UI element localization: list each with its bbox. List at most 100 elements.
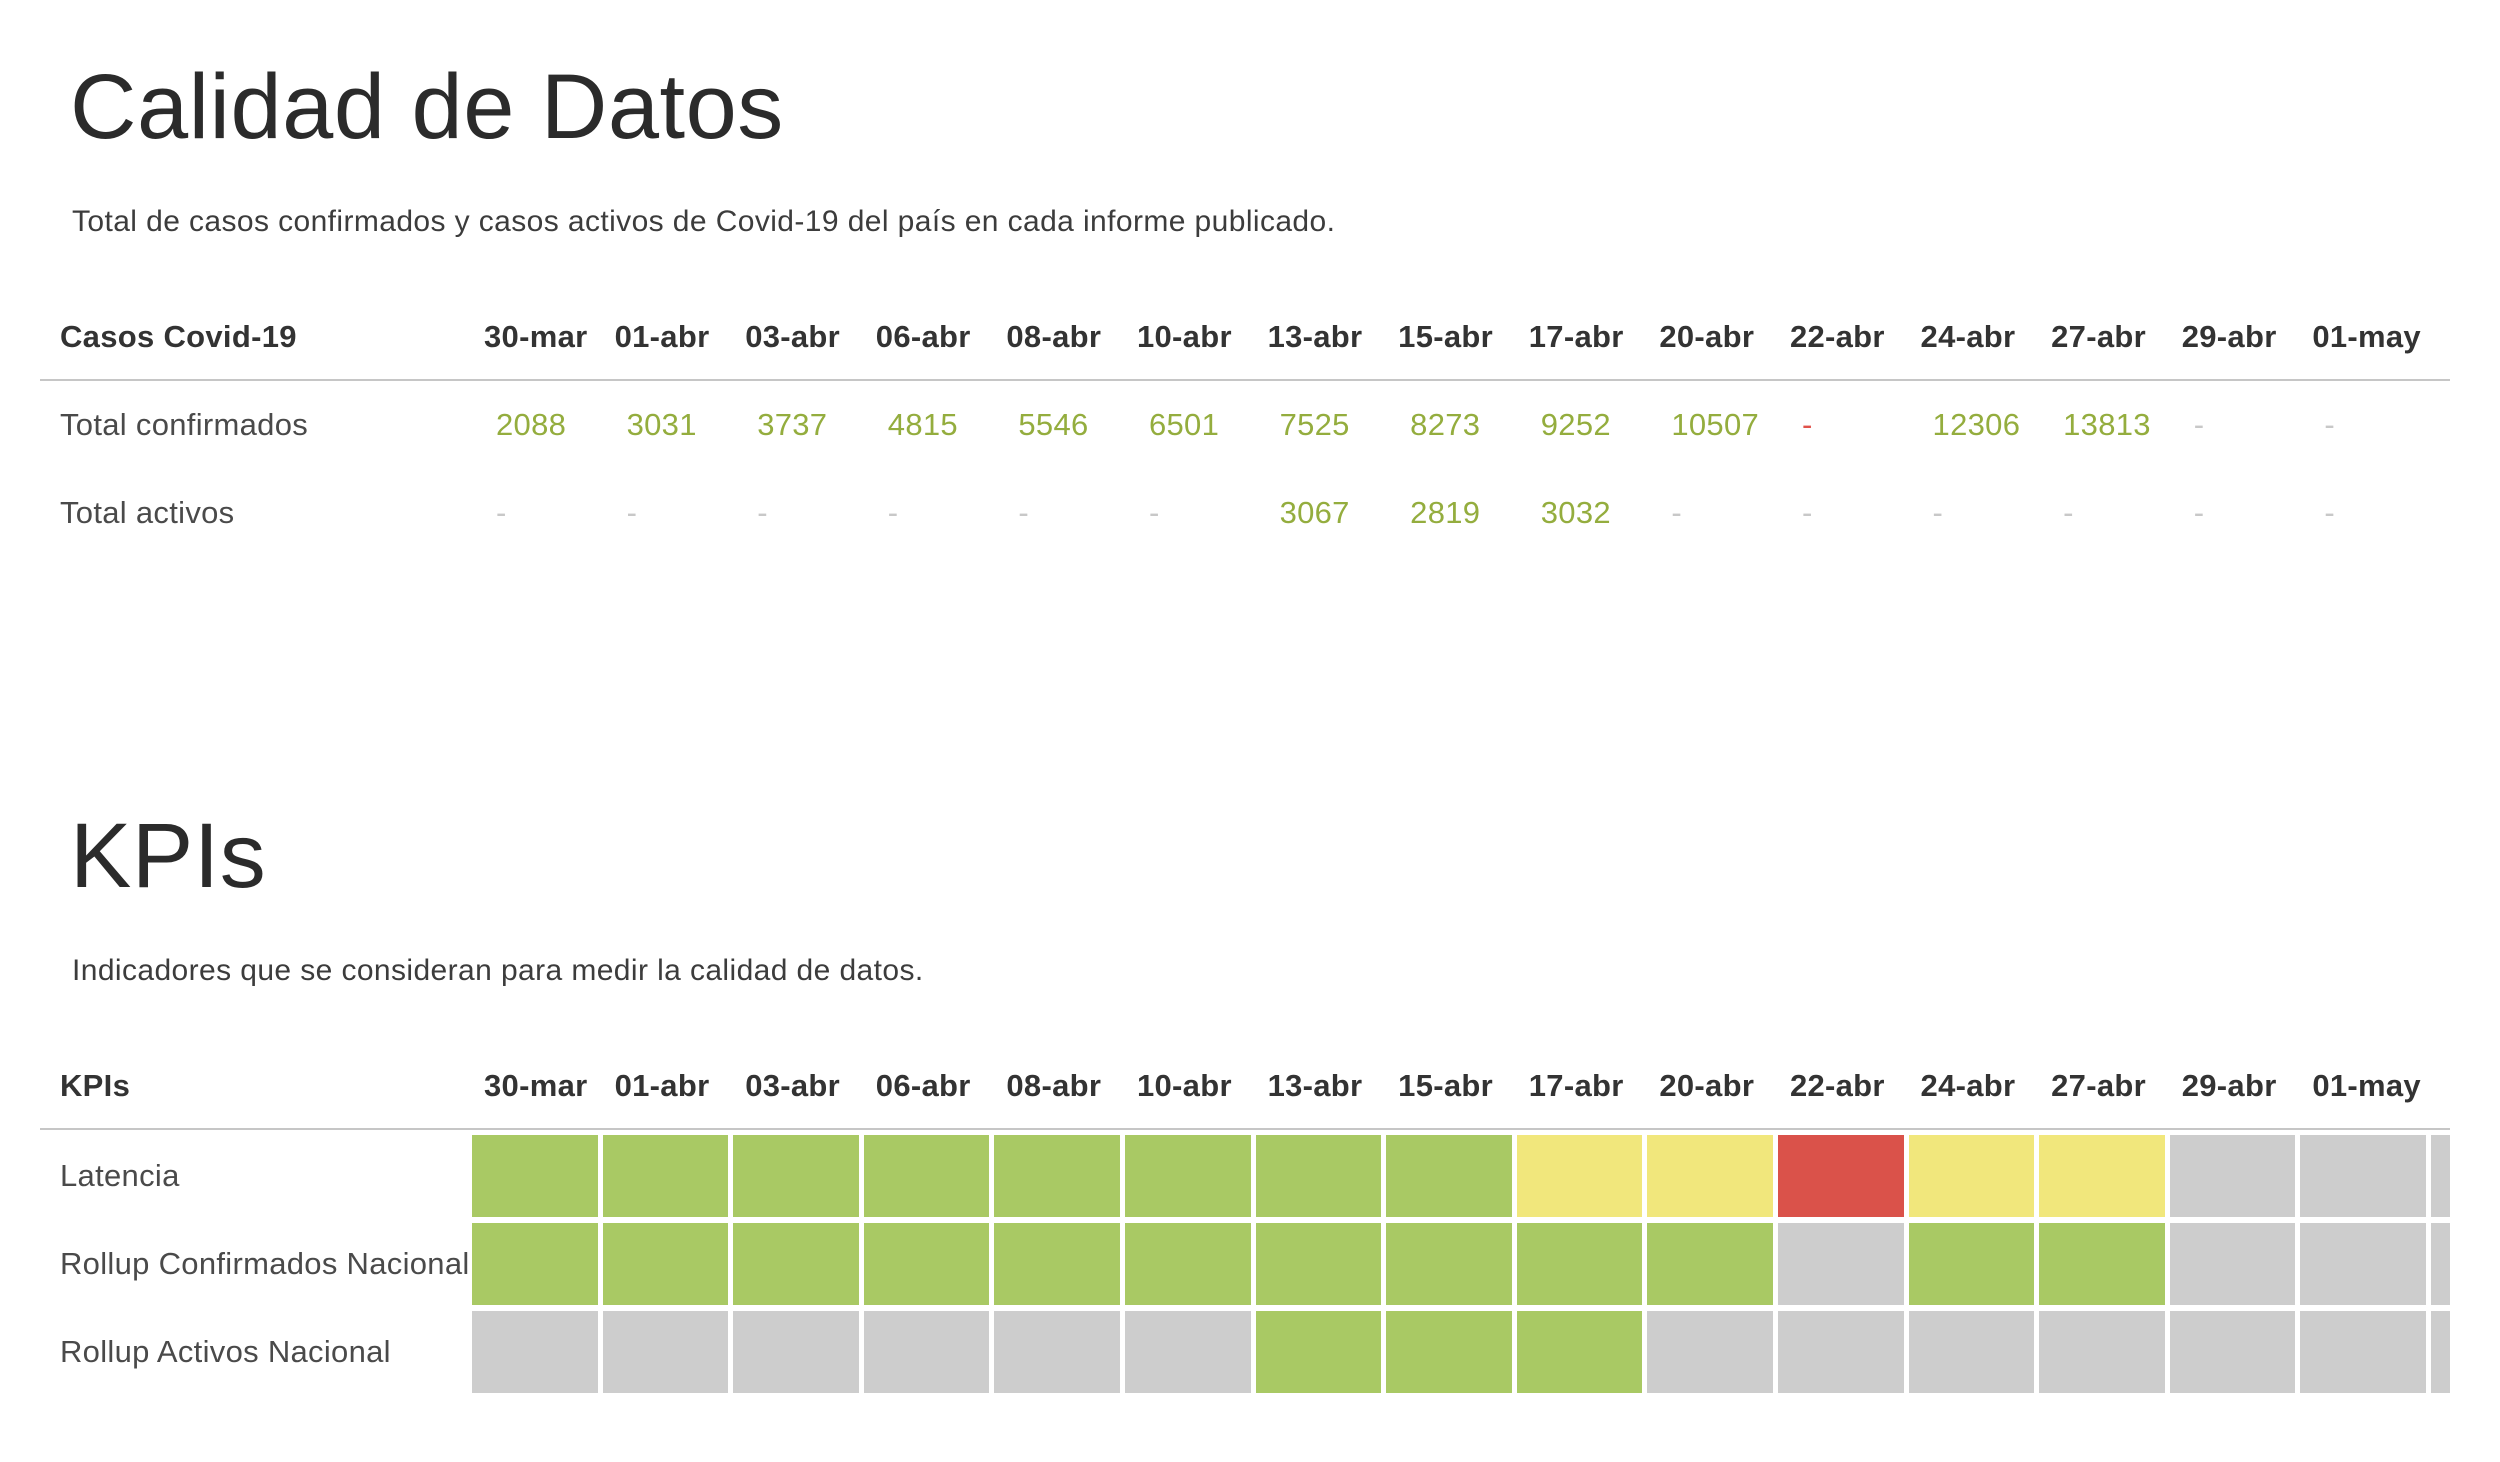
column-header-date: 24-abr bbox=[1920, 1068, 2016, 1104]
data-cell-na: - bbox=[1932, 495, 1944, 531]
kpi-status-cell-warn bbox=[1647, 1135, 1773, 1218]
kpi-row-label: Rollup Confirmados Nacional bbox=[60, 1246, 470, 1282]
row-label: Total activos bbox=[60, 495, 235, 531]
row-label: Total confirmados bbox=[60, 407, 309, 443]
kpi-status-cell-ok bbox=[1255, 1223, 1382, 1306]
data-cell-value: 12306 bbox=[1932, 407, 2021, 443]
column-header-date: 17-abr bbox=[1528, 319, 1624, 355]
kpi-status-cell-na bbox=[2169, 1135, 2296, 1218]
data-cell-na: - bbox=[757, 495, 768, 531]
column-header-date: 03-abr bbox=[745, 1068, 841, 1104]
kpi-status-cell-ok bbox=[1255, 1135, 1382, 1218]
data-cell-na: - bbox=[626, 495, 638, 531]
data-cell-value: 7525 bbox=[1279, 407, 1350, 443]
kpi-status-cell-na bbox=[2169, 1223, 2296, 1306]
section-calidad-de-datos: Calidad de Datos Total de casos confirma… bbox=[40, 56, 2450, 557]
kpi-status-cell-warn bbox=[1516, 1135, 1643, 1218]
kpi-status-cell-ok bbox=[1516, 1223, 1643, 1306]
kpi-status-cell-na bbox=[2039, 1311, 2165, 1394]
column-header-date: 30-mar bbox=[484, 1068, 588, 1104]
kpi-status-cell-ok bbox=[863, 1223, 990, 1306]
kpi-status-cell-na bbox=[2430, 1223, 2450, 1306]
column-header-date: 06-abr bbox=[875, 1068, 971, 1104]
kpi-status-cell-na bbox=[1777, 1223, 1904, 1306]
kpi-status-cell-na bbox=[472, 1311, 598, 1394]
casos-table-body: Total confirmados 2088 3031 3737 4815 5546 650… bbox=[40, 381, 2450, 557]
data-cell-value: 3031 bbox=[626, 407, 697, 443]
data-cell-value: 3067 bbox=[1279, 495, 1350, 531]
kpi-status-cell-na bbox=[2300, 1223, 2426, 1306]
kpi-table-corner-label: KPIs bbox=[60, 1068, 131, 1104]
data-cell-na: - bbox=[1801, 495, 1813, 531]
kpi-table-header: KPIs 30-mar 01-abr 03-abr 06-abr 08-abr 10-ab… bbox=[40, 1068, 2450, 1131]
column-header-date: 13-abr bbox=[1267, 1068, 1363, 1104]
column-header-date: 10-abr bbox=[1136, 1068, 1232, 1104]
kpi-status-cell-na bbox=[863, 1311, 990, 1394]
column-header-date: 08-abr bbox=[1006, 319, 1102, 355]
kpi-row-label: Latencia bbox=[60, 1158, 180, 1194]
data-cell-na: - bbox=[1671, 495, 1682, 531]
kpi-status-cell-na bbox=[994, 1311, 1120, 1394]
kpi-heatmap-grid: Latencia Rollup Confirmados Nacional Rollu… bbox=[40, 1135, 2450, 1394]
kpi-row-label: Rollup Activos Nacional bbox=[60, 1334, 391, 1370]
kpi-status-cell-ok bbox=[733, 1223, 859, 1306]
kpi-status-cell-ok bbox=[1908, 1223, 2035, 1306]
data-cell-value: 2088 bbox=[496, 407, 567, 443]
kpi-status-cell-ok bbox=[602, 1135, 729, 1218]
data-cell-na: - bbox=[887, 495, 899, 531]
kpi-status-cell-error bbox=[1777, 1135, 1904, 1218]
data-cell-value: 2819 bbox=[1410, 495, 1481, 531]
kpi-status-cell-ok bbox=[863, 1135, 990, 1218]
column-header-date: 22-abr bbox=[1789, 319, 1885, 355]
column-header-date: 20-abr bbox=[1659, 1068, 1755, 1104]
kpi-status-cell-ok bbox=[472, 1135, 598, 1218]
casos-table: Casos Covid-19 30-mar 01-abr 03-abr 06-abr 0… bbox=[40, 319, 2450, 557]
data-cell-na: - bbox=[2324, 495, 2335, 531]
column-header-date: 17-abr bbox=[1528, 1068, 1624, 1104]
kpi-status-cell-na bbox=[602, 1311, 729, 1394]
data-cell-na: - bbox=[2193, 495, 2205, 531]
column-header-date: 10-abr bbox=[1136, 319, 1232, 355]
kpi-status-cell-na bbox=[2430, 1135, 2450, 1218]
data-cell-na: - bbox=[2324, 407, 2335, 443]
column-header-date: 27-abr bbox=[2051, 1068, 2146, 1104]
data-cell-na: - bbox=[496, 495, 507, 531]
kpi-status-cell-ok bbox=[1516, 1311, 1643, 1394]
section-kpis: KPIs Indicadores que se consideran para … bbox=[40, 805, 2450, 1394]
data-cell-na: - bbox=[1148, 495, 1160, 531]
column-header-date: 01-abr bbox=[614, 1068, 710, 1104]
column-header-date: 01-may bbox=[2312, 1068, 2421, 1104]
data-cell-na: - bbox=[2063, 495, 2074, 531]
column-header-date: 20-abr bbox=[1659, 319, 1755, 355]
kpis-subtitle: Indicadores que se consideran para medir… bbox=[72, 954, 924, 988]
kpi-status-cell-na bbox=[1777, 1311, 1904, 1394]
kpi-status-cell-ok bbox=[602, 1223, 729, 1306]
column-header-date: 15-abr bbox=[1398, 319, 1494, 355]
kpi-status-cell-ok bbox=[2039, 1223, 2165, 1306]
column-header-date: 03-abr bbox=[745, 319, 841, 355]
kpi-status-cell-warn bbox=[2039, 1135, 2165, 1218]
kpi-status-cell-ok bbox=[994, 1223, 1120, 1306]
kpi-status-cell-ok bbox=[994, 1135, 1120, 1218]
data-cell-value: 5546 bbox=[1018, 407, 1089, 443]
column-header-date: 22-abr bbox=[1789, 1068, 1885, 1104]
kpi-status-cell-ok bbox=[1386, 1223, 1512, 1306]
kpi-status-cell-ok bbox=[1386, 1135, 1512, 1218]
data-cell-alert: - bbox=[1801, 407, 1813, 443]
column-header-date: 13-abr bbox=[1267, 319, 1363, 355]
table-row: Total confirmados 2088 3031 3737 4815 5546 650… bbox=[40, 381, 2450, 469]
data-cell-value: 3737 bbox=[757, 407, 828, 443]
casos-table-header: Casos Covid-19 30-mar 01-abr 03-abr 06-abr 0… bbox=[40, 319, 2450, 382]
calidad-subtitle: Total de casos confirmados y casos activ… bbox=[72, 205, 1336, 239]
data-cell-value: 4815 bbox=[887, 407, 958, 443]
column-header-date: 29-abr bbox=[2181, 319, 2277, 355]
kpi-status-cell-na bbox=[2300, 1311, 2426, 1394]
kpis-title: KPIs bbox=[70, 805, 267, 908]
column-header-date: 01-abr bbox=[614, 319, 710, 355]
casos-table-corner-label: Casos Covid-19 bbox=[60, 319, 297, 355]
kpi-status-cell-na bbox=[2169, 1311, 2296, 1394]
kpi-status-cell-ok bbox=[1255, 1311, 1382, 1394]
data-cell-value: 3032 bbox=[1540, 495, 1611, 531]
kpi-status-cell-na bbox=[1647, 1311, 1773, 1394]
